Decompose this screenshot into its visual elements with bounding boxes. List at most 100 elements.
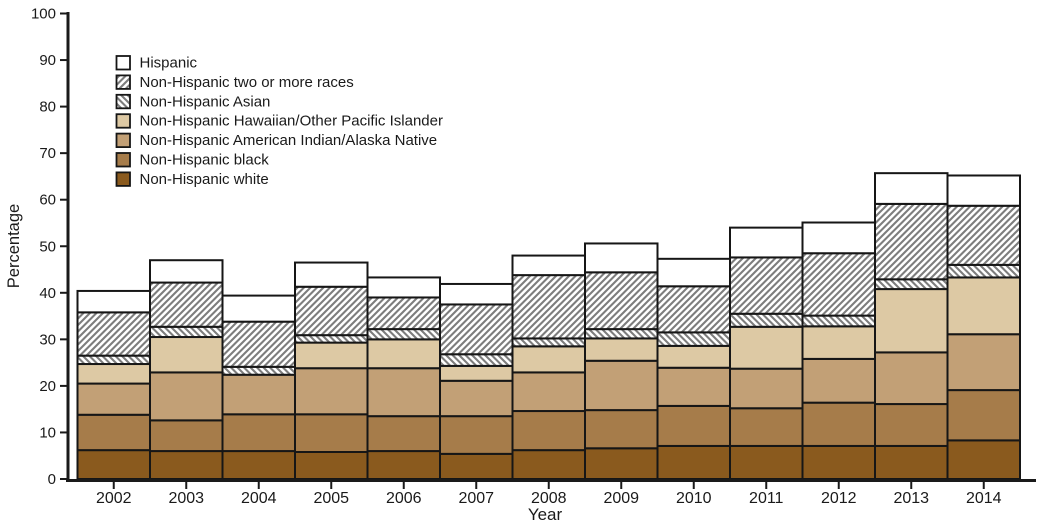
bar-segment-2009-hispanic xyxy=(584,242,659,274)
bar-segment-2006-nh_white xyxy=(366,450,441,481)
x-tick-label-2008: 2008 xyxy=(531,490,567,507)
bar-segment-2003-nh_hawaiian xyxy=(149,336,224,374)
bar-segment-2009-nh_american_indian xyxy=(584,359,659,412)
bar-segment-2008-nh_white xyxy=(511,449,586,481)
bar-segment-2013-nh_black xyxy=(874,403,949,447)
x-tick-label-2012: 2012 xyxy=(821,490,857,507)
bar-segment-2010-nh_hawaiian xyxy=(656,344,731,369)
bar-segment-2008-nh_black xyxy=(511,410,586,452)
legend-swatch-hispanic xyxy=(115,55,131,71)
bar-segment-2011-nh_american_indian xyxy=(729,367,804,410)
bar-segment-2005-hispanic xyxy=(294,261,369,288)
bar-segment-2006-nh_asian xyxy=(366,328,441,341)
x-tick-label-2006: 2006 xyxy=(386,490,422,507)
bar-segment-2012-nh_hawaiian xyxy=(801,325,876,360)
bar-segment-2009-nh_asian xyxy=(584,328,659,340)
bar-segment-2012-nh_two_or_more xyxy=(801,252,876,317)
bar-segment-2007-nh_black xyxy=(439,415,514,455)
bar-segment-2007-nh_white xyxy=(439,452,514,481)
bar-segment-2014-nh_hawaiian xyxy=(946,276,1021,336)
bar-segment-2009-nh_two_or_more xyxy=(584,271,659,331)
legend-label-nh_hawaiian: Non-Hispanic Hawaiian/Other Pacific Isla… xyxy=(140,113,443,130)
bar-segment-2006-nh_american_indian xyxy=(366,367,441,418)
bar-segment-2009-nh_black xyxy=(584,409,659,450)
x-tick-label-2013: 2013 xyxy=(893,490,929,507)
bar-segment-2008-nh_hawaiian xyxy=(511,345,586,374)
bar-segment-2014-nh_two_or_more xyxy=(946,204,1021,266)
y-tick-label: 40 xyxy=(39,285,56,302)
bar-segment-2006-hispanic xyxy=(366,276,441,299)
bar-segment-2004-nh_asian xyxy=(221,365,296,376)
legend-swatch-nh_american_indian xyxy=(115,132,131,149)
x-tick-label-2010: 2010 xyxy=(676,490,712,507)
bar-segment-2011-nh_asian xyxy=(729,312,804,328)
x-tick-label-2009: 2009 xyxy=(603,490,639,507)
bar-segment-2004-hispanic xyxy=(221,294,296,323)
bar-segment-2014-nh_american_indian xyxy=(946,333,1021,392)
bar-segment-2004-nh_two_or_more xyxy=(221,320,296,368)
y-tick-label: 60 xyxy=(39,192,56,209)
legend-swatch-nh_hawaiian xyxy=(115,113,131,129)
y-tick-label: 70 xyxy=(39,145,56,162)
bar-segment-2003-nh_two_or_more xyxy=(149,281,224,328)
bar-segment-2002-nh_two_or_more xyxy=(76,311,151,357)
bar-segment-2005-nh_white xyxy=(294,451,369,481)
bar-segment-2012-hispanic xyxy=(801,221,876,255)
bars-group xyxy=(76,172,1021,481)
legend-label-nh_black: Non-Hispanic black xyxy=(140,152,270,169)
bar-segment-2007-nh_asian xyxy=(439,353,514,367)
bar-segment-2004-nh_white xyxy=(221,450,296,481)
bar-segment-2012-nh_black xyxy=(801,401,876,447)
bar-segment-2003-hispanic xyxy=(149,259,224,284)
x-tick-label-2004: 2004 xyxy=(241,490,277,507)
bar-segment-2008-nh_asian xyxy=(511,337,586,348)
legend-label-hispanic: Hispanic xyxy=(140,55,198,72)
bar-segment-2002-nh_american_indian xyxy=(76,382,151,416)
legend-swatch-nh_black xyxy=(115,152,131,168)
bar-segment-2006-nh_hawaiian xyxy=(366,338,441,370)
bar-segment-2010-nh_white xyxy=(656,444,731,480)
bar-segment-2010-nh_two_or_more xyxy=(656,285,731,334)
bar-segment-2009-nh_hawaiian xyxy=(584,337,659,362)
bar-segment-2007-nh_hawaiian xyxy=(439,364,514,382)
bar-segment-2010-nh_asian xyxy=(656,331,731,347)
bar-segment-2003-nh_asian xyxy=(149,325,224,339)
bar-segment-2011-hispanic xyxy=(729,226,804,259)
legend-label-nh_american_indian: Non-Hispanic American Indian/Alaska Nati… xyxy=(140,132,438,149)
bar-segment-2003-nh_white xyxy=(149,450,224,481)
bar-segment-2006-nh_black xyxy=(366,415,441,453)
bar-segment-2010-nh_black xyxy=(656,404,731,447)
bar-segment-2011-nh_two_or_more xyxy=(729,256,804,315)
legend-label-nh_white: Non-Hispanic white xyxy=(140,171,269,188)
bar-segment-2005-nh_black xyxy=(294,413,369,454)
y-tick-label: 10 xyxy=(39,424,56,441)
legend-swatch-nh_white xyxy=(115,171,131,187)
bar-segment-2009-nh_white xyxy=(584,447,659,481)
bar-segment-2002-hispanic xyxy=(76,289,151,314)
bar-segment-2005-nh_hawaiian xyxy=(294,341,369,370)
bar-segment-2002-nh_black xyxy=(76,413,151,452)
bar-segment-2013-nh_white xyxy=(874,444,949,480)
x-axis: 2002 2003 2004 2005 2006 2007 2008 2009 2010 2011… xyxy=(66,479,1036,507)
y-axis: 0 10 20 30 40 50 60 70 80 90 100 xyxy=(31,6,70,488)
x-tick-label-2011: 2011 xyxy=(749,490,784,507)
y-tick-label: 20 xyxy=(39,378,56,395)
legend-swatch-nh_two_or_more xyxy=(115,74,131,90)
bar-segment-2008-hispanic xyxy=(511,254,586,277)
x-tick-label-2002: 2002 xyxy=(96,490,132,507)
bar-segment-2010-hispanic xyxy=(656,257,731,288)
bar-segment-2014-nh_asian xyxy=(946,263,1021,279)
bar-segment-2011-nh_hawaiian xyxy=(729,325,804,370)
x-tick-label-2014: 2014 xyxy=(966,490,1002,507)
bar-segment-2012-nh_white xyxy=(801,444,876,480)
bar-segment-2004-nh_american_indian xyxy=(221,373,296,416)
y-tick-label: 80 xyxy=(39,99,56,116)
bar-segment-2013-nh_american_indian xyxy=(874,351,949,406)
bar-segment-2011-nh_white xyxy=(729,444,804,480)
bar-segment-2010-nh_american_indian xyxy=(656,366,731,407)
bar-segment-2011-nh_black xyxy=(729,407,804,447)
y-tick-label: 100 xyxy=(31,6,56,23)
bar-segment-2005-nh_asian xyxy=(294,334,369,344)
